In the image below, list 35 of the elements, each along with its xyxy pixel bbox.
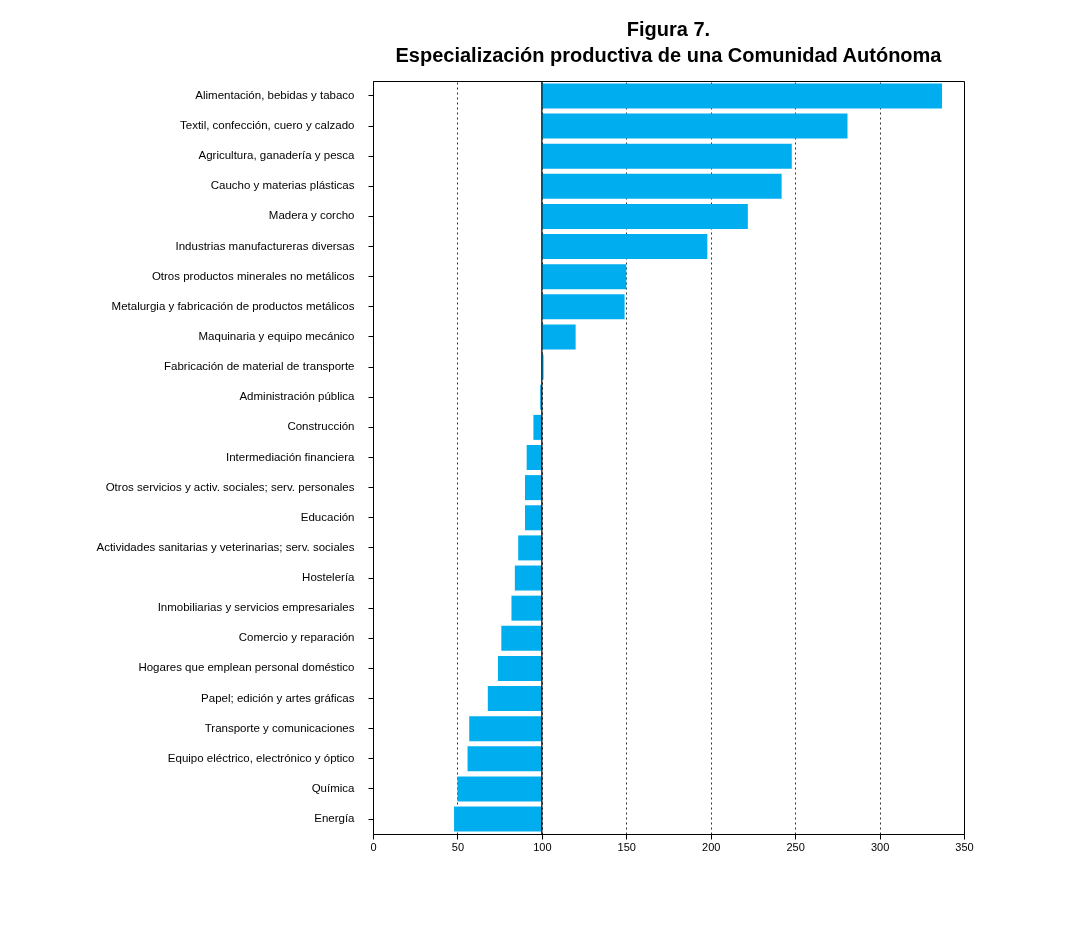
y-tick-label: Administración pública (239, 390, 356, 403)
y-tick-label: Hogares que emplean personal doméstico (138, 661, 355, 674)
y-tick-label: Inmobiliarias y servicios empresariales (157, 601, 355, 614)
y-tick-label: Alimentación, bebidas y tabaco (195, 88, 355, 101)
y-tick-label: Intermediación financiera (226, 450, 356, 463)
x-tick-label: 300 (870, 840, 890, 853)
y-tick-label: Caucho y materias plásticas (210, 179, 355, 192)
y-tick-label: Hostelería (302, 571, 356, 584)
x-tick-label: 200 (702, 840, 721, 853)
y-tick-label: Metalurgia y fabricación de productos metálicos (111, 299, 355, 312)
y-tick-label: Otros servicios y activ. sociales; serv. personales (105, 480, 355, 493)
y-tick-label: Actividades sanitarias y veterinarias; serv. sociales (96, 540, 355, 553)
y-tick-label: Educación (300, 510, 355, 523)
y-tick-label: Comercio y reparación (238, 631, 355, 644)
y-tick-label: Energía (314, 812, 356, 825)
y-tick-label: Otros productos minerales no metálicos (151, 269, 355, 282)
y-tick-label: Equipo eléctrico, electrónico y óptico (167, 751, 355, 764)
chart-title: Figura 7. (626, 18, 711, 41)
y-tick-label: Fabricación de material de transporte (164, 360, 355, 373)
y-tick-label: Papel; edición y artes gráficas (201, 691, 355, 704)
y-tick-label: Madera y corcho (268, 209, 355, 222)
y-tick-label: Transporte y comunicaciones (204, 721, 355, 734)
x-tick-label: 150 (617, 840, 636, 853)
x-tick-label: 100 (533, 840, 552, 853)
x-tick-label: 350 (955, 840, 974, 853)
y-tick-label: Construcción (287, 420, 355, 433)
x-tick-label: 250 (786, 840, 805, 853)
chart-subtitle: Especialización productiva de una Comunidad Autónoma (395, 44, 943, 67)
x-tick-label: 0 (370, 840, 377, 853)
y-tick-label: Maquinaria y equipo mecánico (198, 329, 355, 342)
y-tick-label: Química (311, 781, 356, 794)
x-tick-label: 50 (451, 840, 465, 853)
y-tick-label: Industrias manufactureras diversas (175, 239, 355, 252)
y-tick-label: Textil, confección, cuero y calzado (179, 119, 355, 132)
y-tick-label: Agricultura, ganadería y pesca (198, 149, 356, 162)
